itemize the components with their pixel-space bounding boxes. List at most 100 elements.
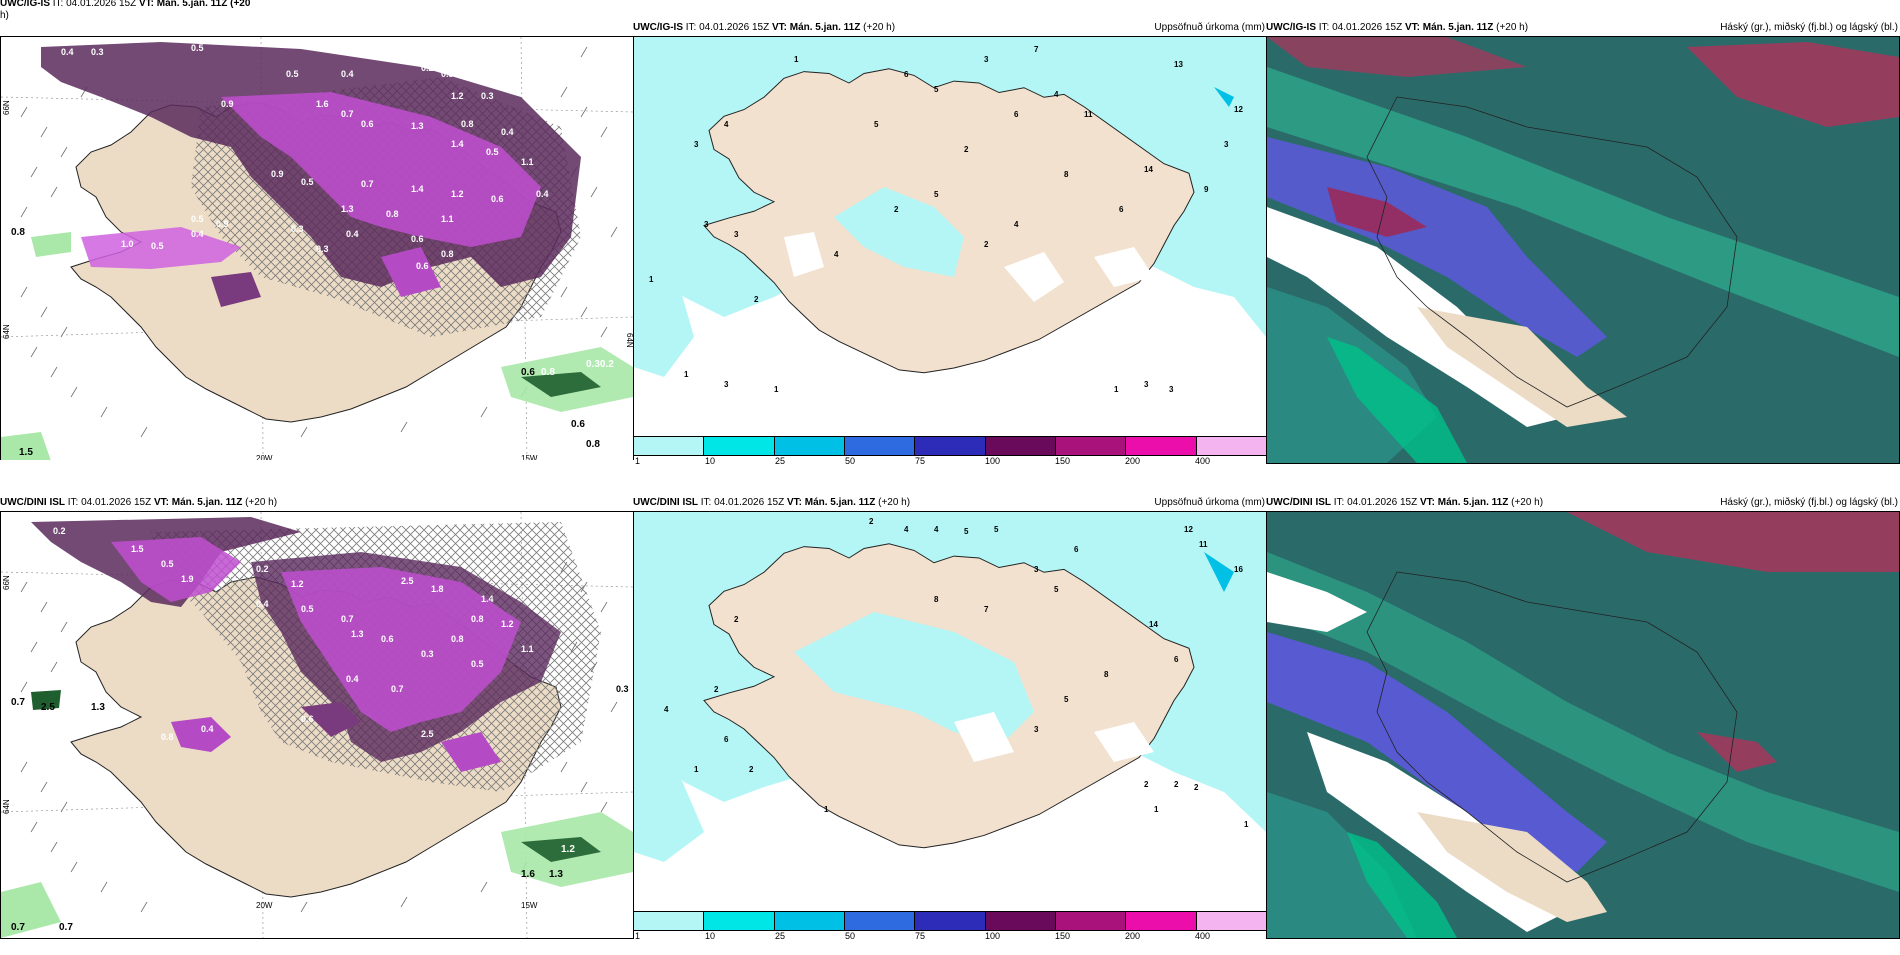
label: 0.3 [441,69,454,79]
label: 0.5 [301,604,314,614]
label: 3 [1034,565,1039,574]
colorbar-tick: 75 [915,931,926,941]
label: 2 [984,240,989,249]
colorbar-tick: 25 [775,456,786,466]
label: 0.8 [471,614,484,624]
panel-title: UWC/DINI ISL IT: 04.01.2026 15Z VT: Mán.… [633,497,911,508]
label: 1.2 [451,91,464,101]
panel-title: UWC/IG-IS IT: 04.01.2026 15Z VT: Mán. 5.… [1266,22,1529,33]
panel-title-wrap: h) [0,10,9,21]
label: 3 [1034,725,1039,734]
colorbar-swatch [1126,912,1197,930]
lat-label: 64N [2,799,11,814]
label: 0.9 [216,219,229,229]
panel-dini-accum-precip: UWC/DINI ISL IT: 04.01.2026 15Z VT: Mán.… [633,495,1267,955]
label: 1.3 [411,121,424,131]
colorbar-swatch [1055,912,1127,930]
label: 2 [894,205,899,214]
colorbar-tick: 150 [1055,456,1071,466]
label: 0.7 [11,697,25,708]
colorbar-tick: 50 [845,456,856,466]
label: 3 [984,55,989,64]
label: 0.5 [301,177,314,187]
label: 1 [774,385,779,394]
label: 4 [834,250,839,259]
colorbar-swatch [1196,912,1266,930]
panel-dini-clouds: UWC/DINI ISL IT: 04.01.2026 15Z VT: Mán.… [1266,495,1900,955]
colorbar-swatch [634,437,705,455]
panel-title: UWC/IG-IS IT: 04.01.2026 15Z VT: Mán. 5.… [0,0,251,9]
panel-variable: Uppsöfnuð úrkoma (mm) [1154,497,1265,508]
label: 1.1 [441,214,454,224]
label: 1.3 [351,629,364,639]
label: 3 [724,380,729,389]
label: 0.4 [191,229,204,239]
label: 1.2 [501,619,514,629]
label: 12 [1184,525,1193,534]
label: 0.9 [271,169,284,179]
lon-label-20w: 20W [256,901,273,910]
label: 0.6 [521,367,535,378]
label: 5 [934,85,939,94]
panel-title: UWC/IG-IS IT: 04.01.2026 15Z VT: Mán. 5.… [633,22,896,33]
label: 1.2 [451,189,464,199]
label: 6 [1014,110,1019,119]
label: 0.6 [411,234,424,244]
label: 3 [1224,140,1229,149]
label: 2 [1144,780,1149,789]
label: 0.3 [616,684,629,694]
label: 6 [904,70,909,79]
label: 0.30.2 [586,359,614,370]
label: 6 [1074,545,1079,554]
label: 0.8 [386,209,399,219]
map-clouds [1266,36,1900,464]
label: 1 [694,765,699,774]
colorbar-swatch [1196,437,1266,455]
label: 5 [934,190,939,199]
label: 0.4 [501,127,514,137]
label: 4 [1014,220,1019,229]
label: 0.6 [301,714,314,724]
label: 3 [704,220,709,229]
colorbar-tick: 1 [635,931,641,941]
panel-variable: Háský (gr.), miðský (fj.bl.) og lágský (… [1720,22,1898,33]
label: 5 [964,527,969,536]
label: 4 [664,705,669,714]
label: 0.3 [421,649,434,659]
label: 1 [794,55,799,64]
label: 1.9 [181,574,194,584]
colorbar-labels: 1 10 25 50 75 100 150 200 400 [633,456,1267,468]
lat-label: 66N [2,575,11,590]
label: 2 [714,685,719,694]
colorbar-tick: 100 [985,456,1001,466]
label: 0.3 [291,224,304,234]
label: 0.2 [421,63,434,73]
panel-variable: Háský (gr.), miðský (fj.bl.) og lágský (… [1720,497,1898,508]
label: 0.8 [441,249,454,259]
panel-ig-precip-wind: UWC/IG-IS IT: 04.01.2026 15Z VT: Mán. 5.… [0,0,634,460]
label: 14 [1144,165,1153,174]
label: 1 [1154,805,1159,814]
label: 0.5 [151,241,164,251]
label: 14 [1149,620,1158,629]
map-precip-wind: 0.2 1.5 0.5 1.9 0.2 1.2 2.5 1.8 1.4 0.4 … [0,511,634,939]
label: 12 [1234,105,1243,114]
label: 1.8 [431,584,444,594]
label: 2.5 [401,576,414,586]
colorbar-swatch [985,437,1056,455]
label: 0.7 [11,922,25,933]
map-precip-wind: 0.4 0.3 0.5 0.2 0.5 0.4 0.3 0.9 1.2 0.3 … [0,36,634,460]
label: 6 [1174,655,1179,664]
label: 0.4 [61,47,74,57]
label: 1.1 [521,644,534,654]
map-accum-precip: 1 3 4 6 5 3 7 13 12 5 2 4 6 11 9 3 14 3 … [633,36,1267,438]
colorbar-swatch [915,437,986,455]
panel-ig-accum-precip: UWC/IG-IS IT: 04.01.2026 15Z VT: Mán. 5.… [633,20,1267,480]
lat-label: 64N [2,324,11,339]
colorbar-tick: 1 [635,456,641,466]
label: 0.5 [191,214,204,224]
colorbar-swatch [774,437,845,455]
label: 2.5 [41,702,55,713]
label: 8 [934,595,939,604]
label: 5 [874,120,879,129]
